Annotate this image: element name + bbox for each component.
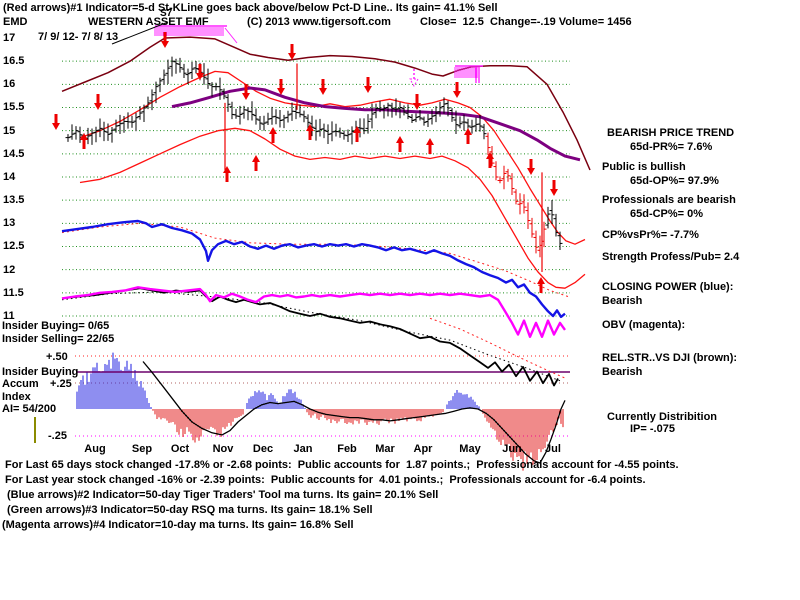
month-label: Mar (375, 443, 395, 455)
month-label: Feb (337, 443, 357, 455)
price-tick-label: 14 (3, 170, 16, 183)
cp-vs-pr-value: CP%vsPr%= -7.7% (602, 229, 699, 241)
lower-red-band (79, 127, 586, 289)
quote-summary: Close= 12.5 Change=-.19 Volume= 1456 (420, 16, 632, 28)
footer-year-summary: For Last year stock changed -16% or -2.3… (5, 474, 646, 486)
ai-tick-plus50: +.50 (46, 351, 68, 363)
signal-arrows (52, 32, 558, 293)
ai-ratio-value: AI= 54/200 (2, 403, 57, 415)
cp-ma-dotted (61, 222, 569, 297)
rel-str-line (61, 287, 559, 387)
accum-label-line3: Index (2, 391, 31, 403)
ai-tick-plus25: +.25 (50, 378, 72, 390)
date-range: 7/ 9/ 12- 7/ 8/ 13 (38, 31, 119, 43)
security-name: WESTERN ASSET EMF (88, 16, 209, 28)
indicator1-summary: (Red arrows)#1 Indicator=5-d St-KLine go… (3, 2, 498, 14)
accum-label-line1: Insider Buying (2, 366, 79, 378)
signal-tag-s7: S7 (160, 8, 173, 19)
ai-gridlines (75, 355, 570, 437)
month-label: Jul (545, 443, 561, 455)
footer-indicator4-summary: (Magenta arrows)#4 Indicator=10-day ma t… (2, 519, 354, 531)
distribution-heading: Currently Distribition (607, 411, 718, 423)
ip-value: IP= -.075 (630, 423, 675, 435)
distribution-hatch-marks (154, 25, 483, 83)
s7-callout-line (111, 21, 169, 45)
pr-percent-value: 65d-PR%= 7.6% (630, 141, 713, 153)
professional-sentiment-label: Professionals are bearish (602, 194, 736, 206)
rel-str-status: Bearish (602, 366, 643, 378)
price-tick-label: 13 (3, 217, 16, 230)
month-label: Aug (84, 443, 106, 455)
price-tick-label: 16.5 (3, 55, 25, 68)
month-label: Jun (502, 443, 522, 455)
price-trend-heading: BEARISH PRICE TREND (607, 127, 735, 139)
closing-power-line (61, 219, 566, 319)
month-label: May (459, 443, 481, 455)
month-label: Apr (413, 443, 433, 455)
obv-line (61, 286, 566, 338)
purple-ma-line (171, 86, 581, 162)
rel-str-heading: REL.STR..VS DJI (brown): (602, 352, 738, 364)
relstr-ma-dotted (61, 291, 561, 382)
month-label: Nov (212, 443, 234, 455)
footer-65day-summary: For Last 65 days stock changed -17.8% or… (5, 459, 679, 471)
insider-selling-count: Insider Selling= 22/65 (2, 333, 115, 345)
price-tick-label: 13.5 (3, 194, 25, 207)
price-spikes (224, 63, 543, 272)
price-tick-label: 12.5 (3, 240, 25, 253)
month-label: Sep (131, 443, 153, 455)
month-label: Jan (293, 443, 313, 455)
op-percent-value: 65d-OP%= 97.9% (630, 175, 719, 187)
candlestick-series (65, 56, 563, 258)
accum-label-line2: Accum (2, 378, 39, 390)
public-sentiment-label: Public is bullish (602, 161, 686, 173)
copyright-text: (C) 2013 www.tigersoft.com (247, 16, 391, 28)
footer-indicator2-summary: (Blue arrows)#2 Indicator=50-day Tiger T… (7, 489, 439, 501)
closing-power-heading: CLOSING POWER (blue): (602, 281, 734, 293)
price-tick-label: 17 (3, 32, 16, 44)
insider-buying-count: Insider Buying= 0/65 (2, 320, 110, 332)
obv-heading: OBV (magenta): (602, 319, 686, 331)
footer-indicator3-summary: (Green arrows)#3 Indicator=50-day RSQ ma… (7, 504, 373, 516)
ai-tick-minus25: -.25 (48, 430, 67, 442)
ai-ma-line (142, 361, 566, 464)
price-tick-label: 11.5 (3, 286, 24, 299)
price-tick-label: 14.5 (3, 147, 25, 160)
month-label: Dec (252, 443, 274, 455)
month-label: Oct (170, 443, 190, 455)
price-tick-label: 12 (3, 263, 16, 276)
closing-power-status: Bearish (602, 295, 643, 307)
price-tick-label: 15 (3, 124, 16, 137)
relstr-ma2-dotted (429, 317, 567, 379)
price-tick-label: 16 (3, 78, 16, 91)
price-tick-label: 15.5 (3, 101, 25, 114)
ticker-symbol: EMD (3, 16, 28, 28)
price-tick-label: 11 (3, 309, 15, 322)
cp-percent-value: 65d-CP%= 0% (630, 208, 704, 220)
strength-ratio-value: Strength Profess/Pub= 2.4 (602, 251, 740, 263)
maroon-band (61, 36, 591, 171)
